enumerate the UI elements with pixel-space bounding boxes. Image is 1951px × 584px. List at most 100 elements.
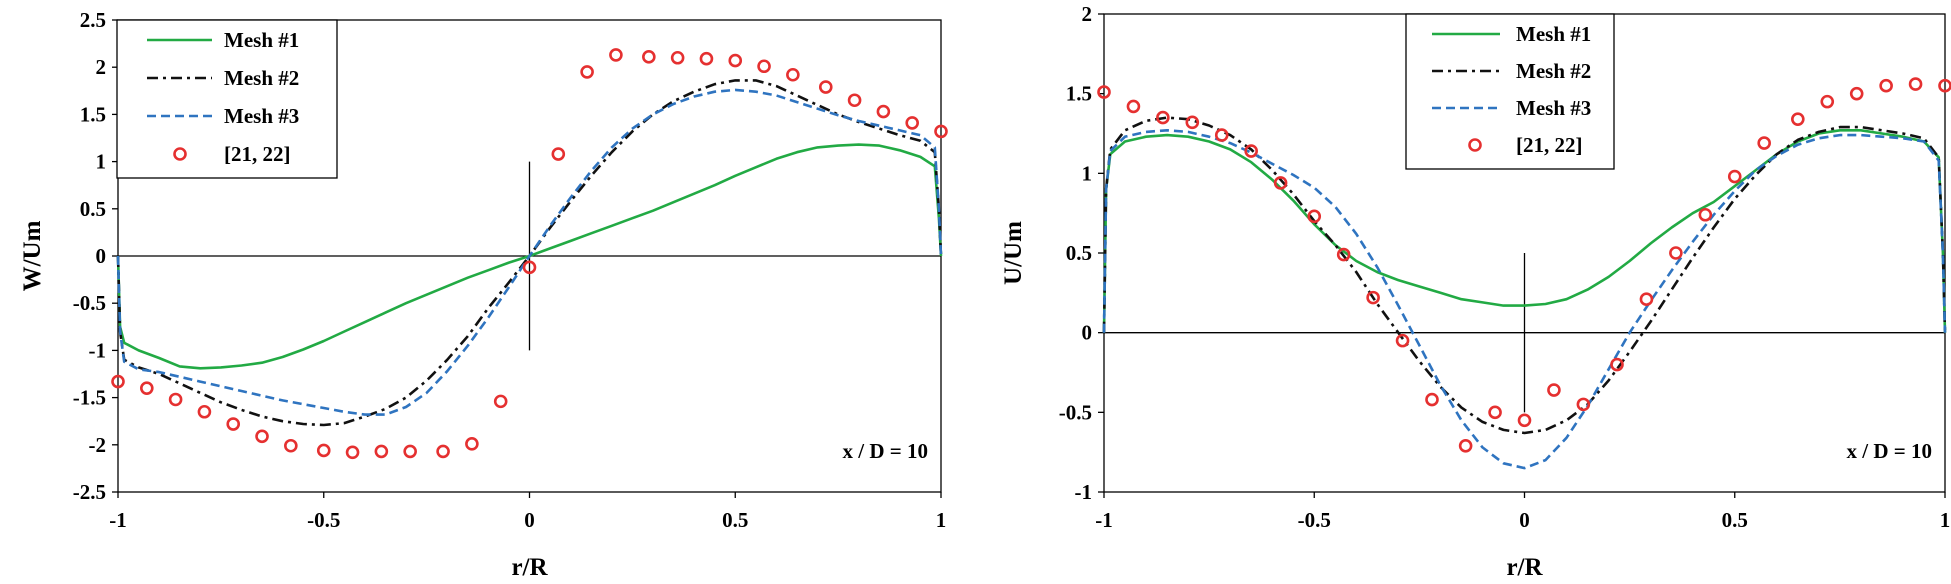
data-point — [818, 80, 833, 94]
data-point — [436, 444, 450, 459]
x-tick-label: -1 — [109, 508, 127, 532]
legend-label: Mesh #1 — [1516, 22, 1591, 46]
data-point — [580, 65, 594, 79]
data-point — [1273, 176, 1288, 190]
y-axis-label: W/Um — [19, 220, 46, 291]
legend-label: [21, 22] — [1516, 133, 1583, 157]
data-point — [465, 437, 479, 451]
data-point — [345, 445, 360, 460]
annotation-label: x / D = 10 — [843, 439, 928, 463]
data-point — [1517, 413, 1532, 428]
data-point — [374, 444, 389, 459]
data-point — [847, 93, 862, 108]
y-tick-label: 2.5 — [80, 8, 106, 32]
y-tick-label: -2.5 — [73, 480, 106, 504]
y-tick-label: 2 — [1082, 2, 1093, 26]
legend-box — [1405, 13, 1615, 170]
x-tick-label: 0 — [524, 508, 535, 532]
x-tick-label: -1 — [1095, 508, 1113, 532]
legend-box — [116, 19, 338, 179]
y-tick-label: -2 — [89, 433, 107, 457]
data-point — [522, 260, 537, 275]
y-tick-label: -1.5 — [73, 386, 106, 410]
legend-label: [21, 22] — [224, 142, 291, 166]
data-point — [1576, 397, 1591, 412]
data-point — [699, 51, 714, 66]
data-point — [609, 48, 623, 62]
y-tick-label: 0 — [96, 244, 107, 268]
series-line-mesh-1 — [1102, 129, 1947, 333]
data-point — [1547, 383, 1561, 397]
legend-label: Mesh #3 — [224, 104, 299, 128]
series-reference-markers — [1097, 77, 1951, 453]
data-point — [1820, 94, 1835, 109]
data-point — [1097, 85, 1111, 99]
y-tick-label: 2 — [96, 55, 107, 79]
y-tick-label: -1 — [1075, 480, 1093, 504]
data-point — [1610, 357, 1624, 372]
x-tick-label: 1 — [936, 508, 947, 532]
data-point — [1639, 292, 1654, 307]
data-point — [316, 443, 331, 458]
data-point — [1214, 128, 1229, 142]
chart-panel-2: -1 -0.5 0 0.5 1 1.5 2 -1 -0.5 0 0.5 1 r/R U/Um x / D =… — [1000, 2, 1951, 581]
series-line-mesh-3 — [116, 88, 943, 416]
x-tick-label: -0.5 — [1298, 508, 1331, 532]
data-point — [551, 147, 566, 161]
data-point — [1425, 392, 1439, 407]
data-point — [140, 381, 154, 395]
data-point — [757, 59, 771, 74]
x-tick-label: 0 — [1519, 508, 1530, 532]
data-point — [493, 394, 508, 409]
data-point — [1757, 136, 1771, 150]
data-point — [642, 50, 656, 64]
data-point — [1336, 247, 1351, 262]
data-point — [226, 417, 241, 431]
data-point — [1156, 110, 1170, 125]
x-axis-label: r/R — [511, 554, 548, 581]
y-axis-label: U/Um — [1000, 221, 1027, 285]
data-point — [111, 374, 125, 389]
legend-swatch — [173, 147, 187, 161]
series-reference-markers — [111, 48, 948, 460]
x-tick-label: -0.5 — [307, 508, 340, 532]
y-tick-label: 1.5 — [1066, 82, 1092, 106]
y-tick-label: 0.5 — [1066, 241, 1092, 265]
y-tick-label: 1.5 — [80, 102, 106, 126]
data-point — [1126, 99, 1141, 114]
data-point — [1366, 290, 1380, 305]
y-tick-label: -0.5 — [73, 291, 106, 315]
data-point — [1698, 207, 1713, 222]
legend-swatch — [1468, 138, 1482, 152]
legend-label: Mesh #1 — [224, 28, 299, 52]
data-point — [1185, 115, 1200, 130]
y-tick-label: -1 — [89, 338, 107, 362]
y-tick-label: 1 — [1082, 161, 1093, 185]
legend: Mesh #1 Mesh #2 Mesh #3 [21, 22] — [116, 19, 338, 179]
data-point — [1458, 438, 1473, 453]
data-point — [1395, 333, 1410, 348]
data-point — [284, 438, 298, 453]
y-tick-label: 0.5 — [80, 197, 106, 221]
chart-panel-1: -2.5 -2 -1.5 -1 -0.5 0 0.5 1 1.5 2 2.5 -1 -0.5 0 0.5 1 r… — [19, 8, 948, 581]
data-point — [786, 67, 800, 82]
data-point — [1908, 77, 1923, 91]
data-point — [1849, 86, 1864, 101]
data-point — [1879, 78, 1893, 93]
y-tick-label: 1 — [96, 150, 107, 174]
x-tick-label: 0.5 — [722, 508, 748, 532]
legend-label: Mesh #2 — [1516, 59, 1591, 83]
legend: Mesh #1 Mesh #2 Mesh #3 [21, 22] — [1405, 13, 1615, 170]
data-point — [403, 444, 417, 459]
data-point — [728, 53, 743, 68]
data-point — [876, 104, 891, 119]
data-point — [905, 116, 919, 130]
data-point — [197, 404, 212, 419]
data-point — [1727, 169, 1742, 184]
data-point — [1669, 246, 1683, 260]
data-point — [934, 124, 948, 139]
data-point — [168, 392, 183, 407]
series-line-mesh-2 — [1102, 116, 1947, 435]
legend-label: Mesh #2 — [224, 66, 299, 90]
